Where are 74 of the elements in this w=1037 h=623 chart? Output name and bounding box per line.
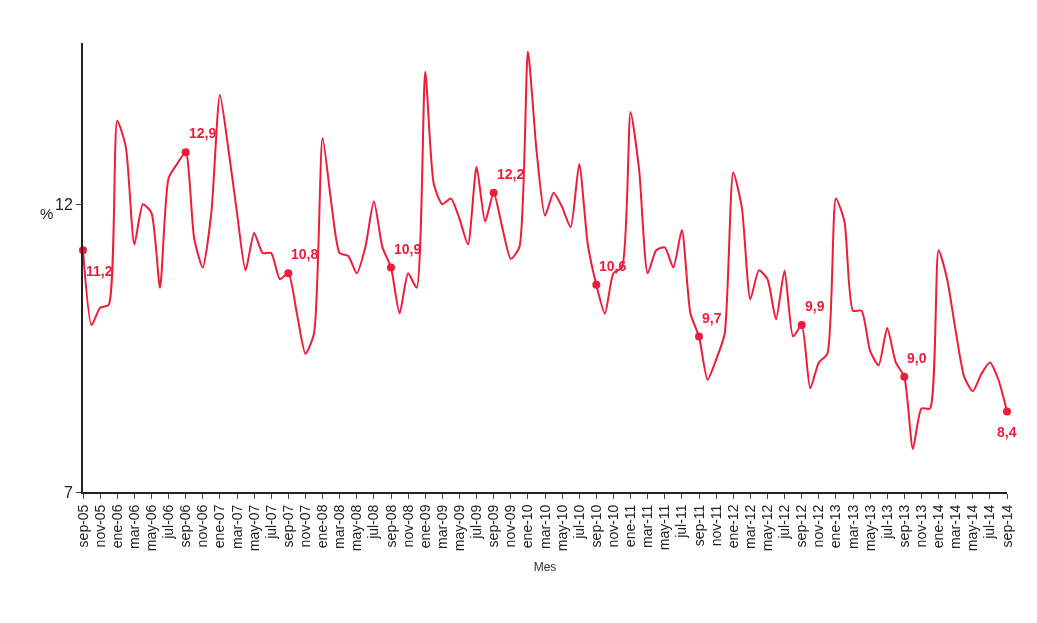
x-tick-label: nov-05 bbox=[91, 504, 108, 548]
x-tick-label: sep-13 bbox=[895, 504, 912, 548]
x-tick-label: may-10 bbox=[553, 504, 570, 552]
x-tick-label: may-07 bbox=[245, 504, 262, 552]
x-tick-label: sep-06 bbox=[177, 504, 194, 548]
x-tick-label: ene-12 bbox=[724, 504, 741, 549]
y-tick-label: 12 bbox=[55, 195, 73, 213]
x-tick-label: may-09 bbox=[450, 504, 467, 552]
x-axis-title: Mes bbox=[533, 559, 557, 574]
x-tick-label: sep-10 bbox=[587, 504, 604, 548]
x-tick-label: sep-05 bbox=[74, 504, 91, 548]
x-tick-label: jul-11 bbox=[673, 504, 690, 539]
x-tick-label: nov-13 bbox=[912, 504, 929, 548]
x-tick-label: mar-14 bbox=[947, 504, 964, 549]
x-tick-label: ene-10 bbox=[519, 504, 536, 549]
x-tick-label: mar-09 bbox=[433, 504, 450, 549]
x-tick-label: may-11 bbox=[656, 504, 673, 551]
x-tick-label: nov-11 bbox=[707, 504, 724, 547]
x-tick-label: nov-10 bbox=[604, 504, 621, 548]
data-label: 9,0 bbox=[907, 350, 927, 366]
x-tick-label: ene-14 bbox=[930, 504, 947, 549]
x-tick-label: ene-09 bbox=[416, 504, 433, 549]
point bbox=[797, 321, 806, 330]
point bbox=[592, 280, 601, 289]
x-tick-label: ene-06 bbox=[108, 504, 125, 549]
x-tick-label: mar-07 bbox=[228, 504, 245, 549]
x-tick-label: nov-07 bbox=[296, 504, 313, 548]
x-tick-label: mar-08 bbox=[331, 504, 348, 549]
y-axis-title: % bbox=[40, 205, 54, 222]
x-tick-label: may-13 bbox=[861, 504, 878, 552]
x-tick-label: may-06 bbox=[142, 504, 159, 552]
x-tick-label: jul-13 bbox=[878, 504, 895, 540]
x-tick-label: sep-14 bbox=[998, 504, 1015, 548]
point bbox=[181, 148, 190, 157]
x-tick-label: jul-09 bbox=[468, 504, 485, 540]
y-tick-label: 7 bbox=[63, 483, 73, 501]
x-tick-label: may-14 bbox=[964, 504, 981, 552]
x-tick-label: mar-13 bbox=[844, 504, 861, 549]
data-label: 9,7 bbox=[702, 310, 722, 326]
point bbox=[695, 332, 703, 341]
x-tick-label: sep-08 bbox=[382, 504, 399, 548]
x-tick-label: sep-09 bbox=[485, 504, 502, 548]
x-tick-label: nov-06 bbox=[194, 504, 211, 548]
data-label: 12,9 bbox=[189, 125, 217, 141]
x-tick-label: mar-10 bbox=[536, 504, 553, 549]
x-tick-label: may-12 bbox=[758, 504, 775, 552]
x-tick-label: may-08 bbox=[348, 504, 365, 552]
x-tick-label: sep-12 bbox=[793, 504, 810, 548]
x-tick-label: nov-09 bbox=[502, 504, 519, 548]
x-tick-label: ene-11 bbox=[622, 504, 639, 548]
x-tick-label: sep-11 bbox=[690, 504, 707, 547]
x-tick-label: sep-07 bbox=[279, 504, 296, 548]
data-label: 8,4 bbox=[997, 424, 1017, 440]
x-tick-label: mar-12 bbox=[741, 504, 758, 549]
x-tick-label: ene-07 bbox=[211, 504, 228, 549]
x-tick-label: nov-08 bbox=[399, 504, 416, 548]
point bbox=[1003, 407, 1011, 416]
data-label: 12,2 bbox=[497, 166, 525, 182]
x-tick-label: ene-13 bbox=[827, 504, 844, 549]
x-tick-label: jul-12 bbox=[776, 504, 793, 540]
x-tick-label: ene-08 bbox=[314, 504, 331, 549]
x-tick-label: mar-11 bbox=[639, 504, 656, 548]
x-tick-label: jul-06 bbox=[160, 504, 177, 540]
data-label: 9,9 bbox=[805, 298, 825, 314]
point bbox=[489, 188, 498, 197]
x-tick-label: jul-14 bbox=[981, 504, 998, 540]
x-tick-label: jul-07 bbox=[262, 504, 279, 540]
x-tick-label: jul-08 bbox=[365, 504, 382, 540]
point bbox=[900, 372, 909, 381]
x-tick-label: jul-10 bbox=[570, 504, 587, 540]
point bbox=[387, 263, 395, 272]
point bbox=[284, 269, 293, 278]
x-tick-label: nov-12 bbox=[810, 504, 827, 548]
x-tick-label: mar-06 bbox=[125, 504, 142, 549]
